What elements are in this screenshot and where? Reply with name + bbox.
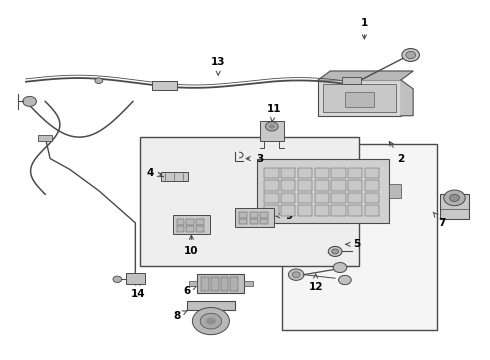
Circle shape <box>200 313 221 329</box>
Text: 4: 4 <box>147 168 162 178</box>
FancyBboxPatch shape <box>281 168 295 178</box>
FancyBboxPatch shape <box>176 219 184 225</box>
FancyBboxPatch shape <box>298 168 312 178</box>
Text: 14: 14 <box>130 281 145 299</box>
FancyBboxPatch shape <box>281 180 295 191</box>
Circle shape <box>292 272 300 278</box>
Text: 12: 12 <box>308 274 323 292</box>
Circle shape <box>288 269 304 280</box>
Text: 5: 5 <box>346 239 361 249</box>
Polygon shape <box>318 71 413 80</box>
FancyBboxPatch shape <box>201 276 209 291</box>
Text: 9: 9 <box>275 211 293 221</box>
FancyBboxPatch shape <box>365 205 379 216</box>
Polygon shape <box>401 80 413 116</box>
FancyBboxPatch shape <box>239 219 247 225</box>
FancyBboxPatch shape <box>187 301 235 310</box>
FancyBboxPatch shape <box>235 208 274 227</box>
Circle shape <box>193 307 229 335</box>
FancyBboxPatch shape <box>230 276 238 291</box>
FancyBboxPatch shape <box>318 80 401 116</box>
FancyBboxPatch shape <box>389 184 401 198</box>
FancyBboxPatch shape <box>187 219 195 225</box>
FancyBboxPatch shape <box>265 193 279 203</box>
FancyBboxPatch shape <box>260 121 284 141</box>
Text: 6: 6 <box>183 286 197 296</box>
Text: 8: 8 <box>173 311 187 321</box>
Circle shape <box>269 124 275 129</box>
FancyBboxPatch shape <box>331 193 345 203</box>
FancyBboxPatch shape <box>187 226 195 232</box>
Circle shape <box>444 190 465 206</box>
FancyBboxPatch shape <box>348 193 362 203</box>
FancyBboxPatch shape <box>196 219 204 225</box>
FancyBboxPatch shape <box>173 215 210 234</box>
Text: 7: 7 <box>433 212 446 228</box>
FancyBboxPatch shape <box>348 205 362 216</box>
FancyBboxPatch shape <box>365 168 379 178</box>
FancyBboxPatch shape <box>140 137 360 266</box>
FancyBboxPatch shape <box>331 168 345 178</box>
FancyBboxPatch shape <box>298 193 312 203</box>
FancyBboxPatch shape <box>176 226 184 232</box>
Circle shape <box>23 96 36 107</box>
Circle shape <box>266 122 278 131</box>
FancyBboxPatch shape <box>331 180 345 191</box>
Circle shape <box>332 249 339 254</box>
Circle shape <box>450 194 460 202</box>
FancyBboxPatch shape <box>315 180 329 191</box>
Circle shape <box>328 247 342 256</box>
FancyBboxPatch shape <box>257 158 389 223</box>
FancyBboxPatch shape <box>265 168 279 178</box>
Circle shape <box>333 262 347 273</box>
FancyBboxPatch shape <box>365 193 379 203</box>
FancyBboxPatch shape <box>125 273 145 284</box>
FancyBboxPatch shape <box>260 219 268 225</box>
FancyBboxPatch shape <box>343 77 361 84</box>
FancyBboxPatch shape <box>211 276 219 291</box>
FancyBboxPatch shape <box>244 281 252 287</box>
FancyBboxPatch shape <box>239 212 247 217</box>
FancyBboxPatch shape <box>315 205 329 216</box>
FancyBboxPatch shape <box>315 193 329 203</box>
FancyBboxPatch shape <box>345 93 374 107</box>
Circle shape <box>402 49 419 62</box>
FancyBboxPatch shape <box>38 135 51 141</box>
FancyBboxPatch shape <box>323 84 396 112</box>
FancyBboxPatch shape <box>249 212 258 217</box>
FancyBboxPatch shape <box>281 205 295 216</box>
Text: 2: 2 <box>389 141 405 163</box>
FancyBboxPatch shape <box>331 205 345 216</box>
Circle shape <box>339 275 351 285</box>
FancyBboxPatch shape <box>440 194 469 219</box>
FancyBboxPatch shape <box>348 180 362 191</box>
Text: 1: 1 <box>361 18 368 39</box>
FancyBboxPatch shape <box>265 180 279 191</box>
Text: 10: 10 <box>184 235 198 256</box>
FancyBboxPatch shape <box>315 168 329 178</box>
Circle shape <box>406 51 416 59</box>
FancyBboxPatch shape <box>281 193 295 203</box>
FancyBboxPatch shape <box>365 180 379 191</box>
FancyBboxPatch shape <box>282 144 438 330</box>
FancyBboxPatch shape <box>196 226 204 232</box>
FancyBboxPatch shape <box>298 205 312 216</box>
FancyBboxPatch shape <box>161 172 188 181</box>
FancyBboxPatch shape <box>152 81 177 90</box>
FancyBboxPatch shape <box>220 276 228 291</box>
FancyBboxPatch shape <box>260 212 268 217</box>
FancyBboxPatch shape <box>298 180 312 191</box>
Text: 11: 11 <box>267 104 281 122</box>
FancyBboxPatch shape <box>197 274 244 293</box>
FancyBboxPatch shape <box>265 205 279 216</box>
FancyBboxPatch shape <box>348 168 362 178</box>
Text: 3: 3 <box>246 154 263 163</box>
Circle shape <box>206 318 216 325</box>
Circle shape <box>95 78 103 84</box>
FancyBboxPatch shape <box>249 219 258 225</box>
FancyBboxPatch shape <box>189 281 197 287</box>
Text: 13: 13 <box>211 57 225 75</box>
Circle shape <box>113 276 122 283</box>
